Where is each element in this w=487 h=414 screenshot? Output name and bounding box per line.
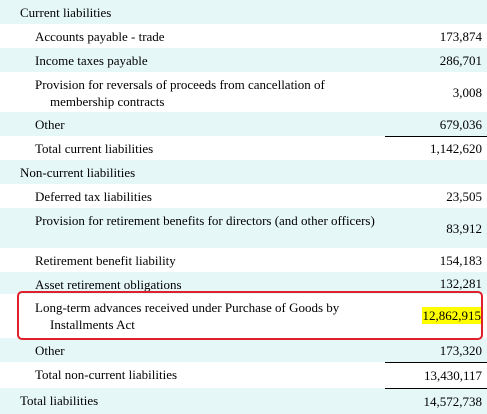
table-row: Income taxes payable 286,701 (0, 48, 487, 72)
table-row: Other 173,320 (0, 338, 487, 362)
table-row: Accounts payable - trade 173,874 (0, 24, 487, 48)
row-label: Asset retirement obligations (35, 277, 182, 292)
section-heading: Current liabilities (20, 5, 112, 20)
row-value: 3,008 (452, 84, 482, 100)
highlighted-value: 12,862,915 (421, 306, 482, 324)
table-row-total-liabilities: Total liabilities 14,572,738 (0, 388, 487, 414)
table-row-total-current: Total current liabilities 1,142,620 (0, 136, 487, 160)
row-label: Provision for reversals of proceeds from… (35, 77, 325, 109)
row-label: Total liabilities (20, 393, 99, 408)
row-value: 13,430,117 (385, 362, 487, 388)
row-label: Total current liabilities (35, 141, 154, 156)
row-value: 1,142,620 (385, 136, 487, 160)
row-value: 679,036 (439, 116, 482, 132)
row-label: Total non-current liabilities (35, 367, 178, 382)
row-value: 154,183 (439, 252, 482, 268)
table-row-current-liabilities-header: Current liabilities (0, 0, 487, 24)
table-row: Retirement benefit liability 154,183 (0, 248, 487, 272)
table-row: Provision for retirement benefits for di… (0, 208, 487, 248)
row-value: 286,701 (439, 52, 482, 68)
table-row: Provision for reversals of proceeds from… (0, 72, 487, 112)
row-value: 173,320 (439, 342, 482, 358)
table-row-non-current-header: Non-current liabilities (0, 160, 487, 184)
section-heading: Non-current liabilities (20, 165, 136, 180)
row-label: Accounts payable - trade (35, 29, 165, 44)
row-value: 173,874 (439, 28, 482, 44)
row-label: Long-term advances received under Purcha… (35, 300, 340, 332)
row-value (385, 160, 487, 184)
row-value: 14,572,738 (385, 388, 487, 414)
row-value: 132,281 (439, 275, 482, 291)
row-label: Deferred tax liabilities (35, 189, 152, 204)
row-value: 23,505 (446, 188, 482, 204)
row-value: 12,862,915 (385, 294, 487, 336)
row-label: Other (35, 117, 65, 132)
row-label: Retirement benefit liability (35, 253, 176, 268)
table-row-long-term-advances: Long-term advances received under Purcha… (0, 294, 487, 336)
row-label: Provision for retirement benefits for di… (35, 213, 375, 228)
row-value: 83,912 (446, 220, 482, 236)
table-row: Deferred tax liabilities 23,505 (0, 184, 487, 208)
table-row-total-non-current: Total non-current liabilities 13,430,117 (0, 362, 487, 388)
row-value (385, 0, 487, 24)
row-label: Other (35, 343, 65, 358)
row-label: Income taxes payable (35, 53, 148, 68)
table-row: Other 679,036 (0, 112, 487, 136)
table-row: Asset retirement obligations 132,281 (0, 272, 487, 294)
